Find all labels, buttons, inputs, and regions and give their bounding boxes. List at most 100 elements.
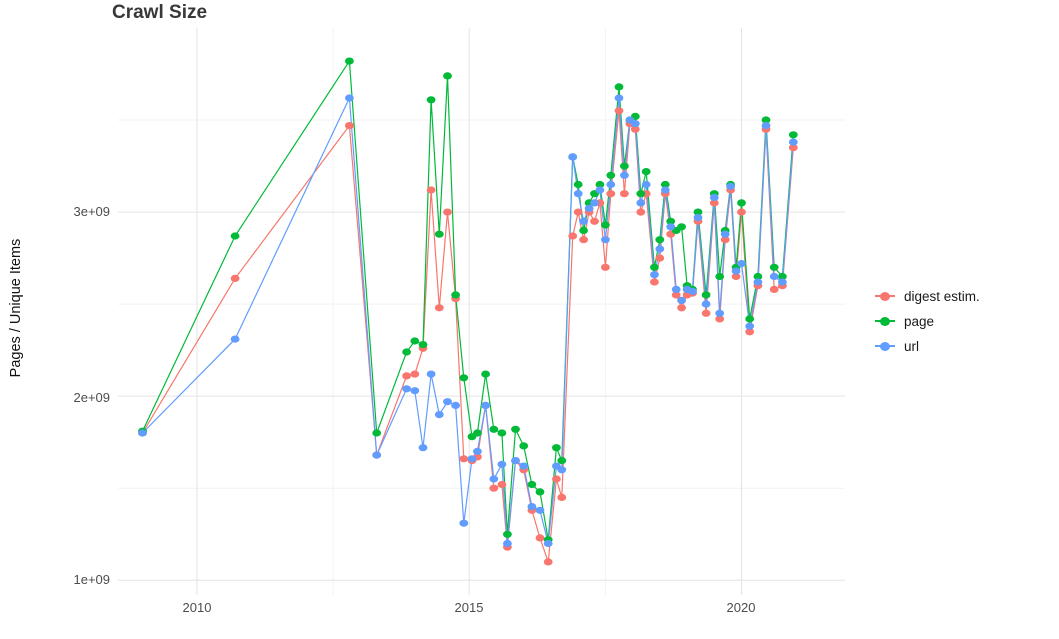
data-point: [497, 429, 507, 437]
data-point: [660, 180, 670, 189]
data-point: [650, 271, 659, 279]
data-point: [630, 125, 640, 133]
data-point: [535, 534, 545, 542]
x-tick-label-2015: 2015: [454, 600, 484, 615]
data-point: [636, 190, 646, 198]
data-point: [620, 162, 629, 170]
data-point: [410, 337, 420, 345]
data-point: [443, 72, 452, 80]
data-point: [606, 190, 616, 198]
data-point: [666, 223, 676, 231]
x-tick-label-2020: 2020: [726, 600, 756, 615]
data-point: [745, 328, 755, 336]
data-point: [230, 274, 240, 282]
data-point: [778, 278, 787, 286]
data-point: [650, 278, 659, 286]
data-point: [731, 272, 741, 281]
legend-item-url: url: [874, 338, 980, 354]
data-point: [467, 455, 477, 463]
data-point: [459, 455, 469, 463]
data-point: [481, 370, 490, 378]
data-point: [660, 186, 670, 194]
data-point: [573, 208, 583, 216]
data-point: [426, 370, 436, 378]
data-point: [443, 398, 452, 406]
y-tick-label-2e09: 2e+09: [73, 390, 110, 405]
data-point: [753, 272, 763, 281]
data-point: [601, 236, 610, 244]
data-point: [715, 309, 725, 317]
data-point: [753, 278, 763, 286]
data-point: [535, 488, 545, 496]
data-point: [552, 444, 561, 452]
data-point: [497, 460, 507, 468]
series-points-url: [138, 94, 798, 548]
data-point: [410, 370, 420, 378]
data-point: [418, 444, 428, 452]
data-point: [595, 186, 605, 194]
data-point: [636, 199, 646, 207]
legend: digest estim. page url: [874, 288, 980, 354]
data-point: [230, 335, 240, 343]
data-point: [230, 232, 240, 240]
data-point: [614, 83, 624, 91]
data-point: [720, 236, 730, 244]
data-point: [788, 144, 798, 152]
legend-item-digest-estim: digest estim.: [874, 288, 980, 304]
data-point: [511, 425, 520, 433]
data-point: [620, 190, 629, 198]
data-point: [677, 296, 686, 305]
data-point: [671, 291, 681, 299]
data-point: [402, 348, 411, 356]
data-point: [693, 208, 703, 216]
data-point: [402, 372, 411, 380]
data-point: [606, 180, 616, 189]
data-point: [345, 57, 354, 65]
data-point: [650, 263, 659, 271]
data-point: [568, 153, 578, 161]
data-point: [503, 530, 512, 538]
data-point: [614, 94, 624, 102]
data-point: [511, 457, 520, 465]
data-point: [481, 401, 490, 409]
data-point: [579, 217, 588, 225]
data-point: [641, 168, 651, 176]
data-point: [769, 263, 779, 271]
data-point: [579, 226, 588, 235]
data-point: [677, 304, 686, 312]
data-point: [726, 182, 735, 190]
data-point: [614, 107, 624, 115]
data-point: [601, 221, 610, 229]
data-point: [769, 285, 779, 293]
legend-marker-digest-icon: [874, 288, 896, 304]
data-point: [579, 236, 588, 244]
data-point: [769, 272, 779, 281]
data-point: [497, 480, 507, 489]
data-point: [489, 475, 499, 483]
data-point: [655, 236, 665, 244]
data-point: [701, 291, 711, 299]
data-point: [434, 411, 444, 419]
data-point: [737, 260, 746, 268]
data-point: [345, 122, 354, 130]
data-point: [761, 116, 771, 124]
legend-marker-url-icon: [874, 338, 896, 354]
series-line-page: [141, 59, 794, 540]
series-points-page: [138, 57, 798, 544]
data-point: [620, 171, 629, 179]
data-point: [451, 401, 460, 409]
data-point: [557, 466, 567, 474]
data-point: [606, 171, 616, 179]
data-point: [489, 425, 499, 433]
data-point: [402, 385, 411, 393]
data-point: [372, 451, 382, 459]
legend-item-page: page: [874, 313, 980, 329]
legend-marker-page-icon: [874, 313, 896, 329]
data-point: [503, 539, 512, 548]
data-point: [527, 503, 537, 511]
data-point: [701, 309, 711, 317]
data-point: [584, 204, 594, 212]
data-point: [345, 94, 354, 102]
data-point: [527, 480, 537, 489]
